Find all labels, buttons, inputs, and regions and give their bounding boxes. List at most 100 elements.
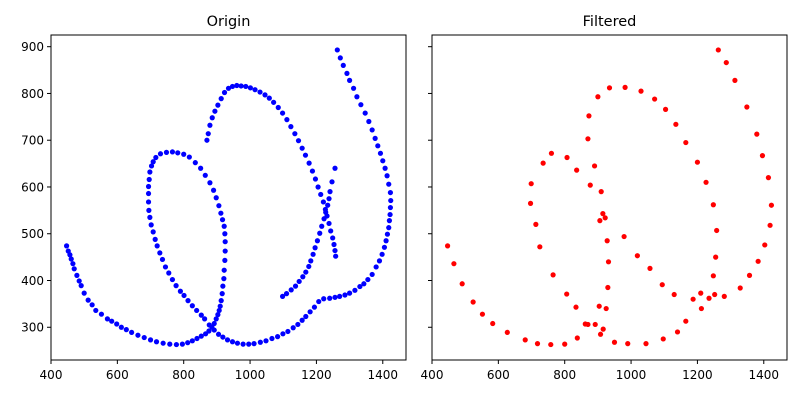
data-point [213, 316, 219, 322]
data-point [220, 283, 226, 289]
data-point [211, 320, 217, 327]
data-point [710, 273, 716, 279]
x-tick-label: 1200 [301, 368, 332, 382]
data-point [373, 264, 379, 270]
data-point [564, 154, 570, 161]
data-point [592, 321, 598, 328]
data-point [384, 173, 390, 179]
data-point [283, 291, 290, 297]
data-point [384, 231, 391, 237]
data-point [216, 203, 222, 209]
data-point [181, 292, 187, 299]
data-point [150, 229, 156, 235]
data-point [754, 131, 760, 137]
data-point [150, 159, 156, 165]
data-point [369, 127, 375, 133]
data-point [221, 89, 228, 96]
data-point [330, 235, 336, 241]
data-point [78, 283, 84, 289]
data-point [534, 341, 541, 347]
data-point [303, 313, 309, 320]
data-point [548, 150, 555, 156]
data-point [605, 284, 611, 291]
data-point [652, 96, 658, 102]
data-point [317, 230, 323, 236]
data-point [109, 318, 115, 324]
data-point [459, 281, 465, 287]
data-point [638, 88, 644, 94]
data-point [185, 298, 191, 304]
data-point [344, 70, 350, 76]
data-point [148, 222, 154, 228]
data-point [315, 184, 321, 190]
data-point [683, 318, 689, 324]
data-point [218, 96, 224, 102]
data-point [314, 238, 321, 244]
data-point [252, 87, 258, 93]
data-point [347, 290, 353, 296]
data-point [337, 293, 343, 299]
data-point [219, 217, 226, 223]
data-point [527, 200, 534, 206]
data-point [528, 181, 534, 187]
data-point [755, 258, 761, 264]
data-point [221, 267, 227, 273]
data-point [275, 104, 281, 111]
data-point [218, 210, 224, 216]
data-point [290, 325, 296, 331]
data-point [479, 311, 486, 317]
data-point [318, 191, 324, 198]
scatter-series [444, 47, 775, 348]
data-point [444, 243, 451, 249]
data-point [574, 167, 580, 173]
x-tick-label: 1000 [235, 368, 266, 382]
data-point [388, 197, 394, 204]
x-tick-label: 1200 [682, 368, 713, 382]
data-point [271, 99, 277, 105]
data-point [342, 292, 348, 298]
data-point [379, 251, 385, 257]
data-point [81, 290, 87, 296]
data-point [162, 264, 169, 270]
y-tick-label: 900 [21, 40, 44, 54]
data-point [76, 278, 82, 284]
data-point [159, 256, 166, 263]
x-tick-label: 600 [106, 368, 129, 382]
data-point [647, 265, 653, 271]
data-point [221, 223, 227, 229]
data-point [625, 341, 631, 347]
data-point [698, 290, 704, 296]
data-point [204, 137, 210, 143]
data-point [605, 259, 612, 265]
data-point [327, 295, 333, 301]
data-point [361, 281, 367, 287]
data-point [332, 294, 338, 300]
data-point [574, 335, 580, 341]
data-point [181, 151, 187, 157]
data-point [326, 220, 332, 227]
data-point [217, 303, 223, 309]
data-point [207, 180, 213, 186]
data-point [247, 85, 253, 91]
data-point [674, 329, 681, 335]
data-point [243, 83, 249, 90]
data-point [234, 340, 241, 346]
data-point [307, 309, 313, 315]
data-point [222, 248, 228, 254]
data-point [179, 341, 185, 347]
data-point [386, 225, 392, 231]
data-point [238, 83, 244, 89]
data-point [306, 263, 312, 270]
data-point [194, 307, 200, 314]
data-point [89, 302, 95, 308]
y-tick-label: 700 [21, 134, 44, 148]
data-point [145, 199, 152, 205]
data-point [153, 339, 160, 345]
data-point [145, 190, 152, 197]
data-point [765, 175, 772, 181]
data-point [205, 131, 211, 137]
data-point [387, 211, 393, 218]
y-tick-label: 600 [21, 180, 44, 194]
data-point [234, 82, 240, 89]
data-point [659, 282, 665, 288]
